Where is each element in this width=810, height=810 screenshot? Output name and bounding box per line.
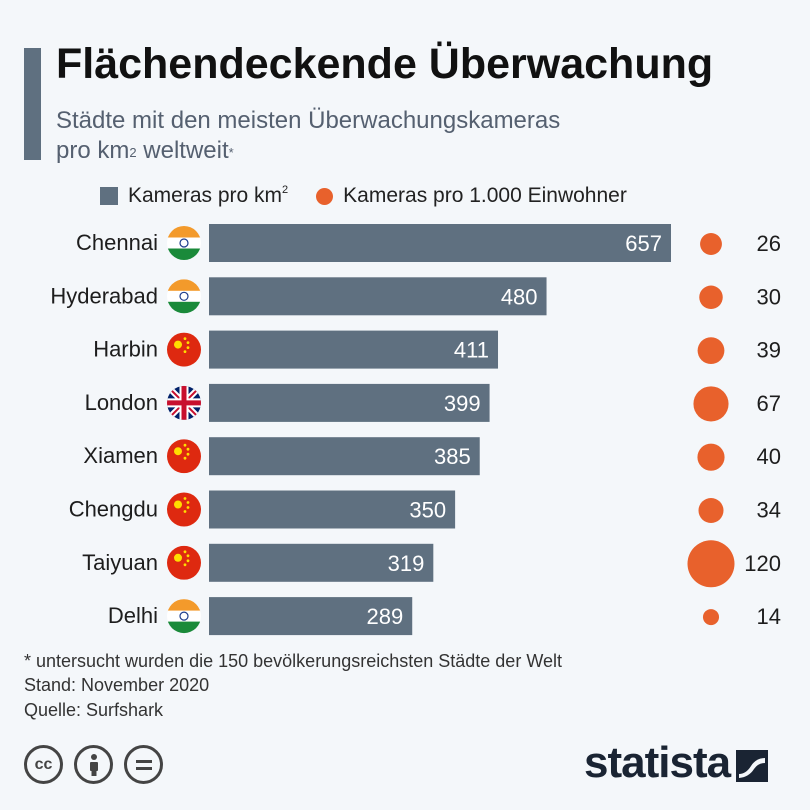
bar [209, 490, 456, 529]
legend-bar-swatch [100, 187, 118, 205]
bar-value-label: 399 [444, 391, 481, 416]
dot [699, 285, 723, 310]
bar-value-label: 411 [454, 338, 489, 363]
subtitle: Städte mit den meisten Überwachungskamer… [56, 106, 676, 166]
chart-legend: Kameras pro km2 Kameras pro 1.000 Einwoh… [100, 184, 627, 208]
dot [702, 609, 720, 626]
subtitle-line2-suffix: weltweit [136, 137, 229, 164]
category-label: Chennai [76, 230, 158, 255]
footnote-line1: * untersucht wurden die 150 bevölkerungs… [24, 651, 562, 671]
creative-commons-icon[interactable]: cc [24, 745, 63, 784]
bar-value-label: 657 [625, 231, 662, 256]
dot-value-label: 34 [757, 498, 781, 523]
uk-flag-icon [167, 385, 201, 420]
bar-value-label: 350 [409, 498, 446, 523]
category-label: Harbin [93, 337, 158, 362]
subtitle-line2-prefix: pro km [56, 137, 130, 164]
category-label: Taiyuan [82, 550, 158, 575]
statista-logo[interactable]: statista [584, 738, 769, 788]
dot-value-label: 40 [757, 444, 781, 469]
bar-value-label: 385 [434, 444, 471, 469]
dot [698, 497, 724, 524]
category-label: Chengdu [69, 497, 158, 522]
category-label: London [85, 390, 158, 415]
attribution-icon[interactable] [74, 745, 113, 784]
bar-value-label: 480 [501, 284, 538, 309]
dot [687, 540, 735, 588]
legend-dot-label: Kameras pro 1.000 Einwohner [343, 184, 627, 207]
bar [209, 597, 413, 636]
legend-bar-label: Kameras pro km2 [128, 184, 289, 207]
footnote: * untersucht wurden die 150 bevölkerungs… [24, 649, 562, 697]
dot [700, 233, 722, 255]
page-title: Flächendeckende Überwachung [56, 40, 714, 88]
china-flag-icon [167, 492, 201, 527]
source-note: Quelle: Surfshark [24, 700, 164, 720]
logo-mark-icon [736, 750, 769, 782]
dot-value-label: 39 [757, 338, 781, 363]
dot [693, 386, 729, 422]
bar [209, 277, 547, 316]
india-flag-icon [167, 226, 201, 260]
bar [209, 224, 671, 262]
dot-value-label: 67 [757, 391, 781, 416]
subtitle-line2-sup: 2 [129, 145, 137, 160]
dot [697, 443, 725, 471]
subtitle-line1: Städte mit den meisten Überwachungskamer… [56, 107, 561, 134]
china-flag-icon [167, 332, 201, 367]
bar [209, 383, 490, 422]
bar-chart: Chennai 657 26 Hyderabad 480 30 Harbin 411 39 Lon… [50, 224, 781, 636]
category-label: Xiamen [83, 443, 158, 468]
bar [209, 543, 434, 582]
bar-value-label: 289 [367, 604, 404, 629]
subtitle-asterisk: * [228, 145, 234, 160]
dot-value-label: 14 [757, 604, 781, 629]
title-accent-bar [24, 48, 41, 160]
footnote-line2: Stand: November 2020 [24, 675, 210, 695]
legend-dot-swatch [316, 187, 334, 205]
india-flag-icon [167, 599, 201, 634]
dot-value-label: 120 [744, 551, 781, 576]
china-flag-icon [167, 439, 201, 474]
no-derivatives-icon[interactable] [124, 745, 163, 784]
bar [209, 437, 480, 476]
category-label: Delhi [108, 603, 158, 628]
bar-value-label: 319 [388, 551, 425, 576]
india-flag-icon [167, 279, 201, 314]
logo-text: statista [584, 738, 731, 787]
china-flag-icon [167, 545, 201, 580]
bar [209, 330, 499, 369]
dot [697, 337, 725, 364]
dot-value-label: 26 [757, 231, 781, 256]
license-icons: cc [24, 745, 163, 784]
dot-value-label: 30 [757, 284, 781, 309]
category-label: Hyderabad [50, 283, 158, 308]
